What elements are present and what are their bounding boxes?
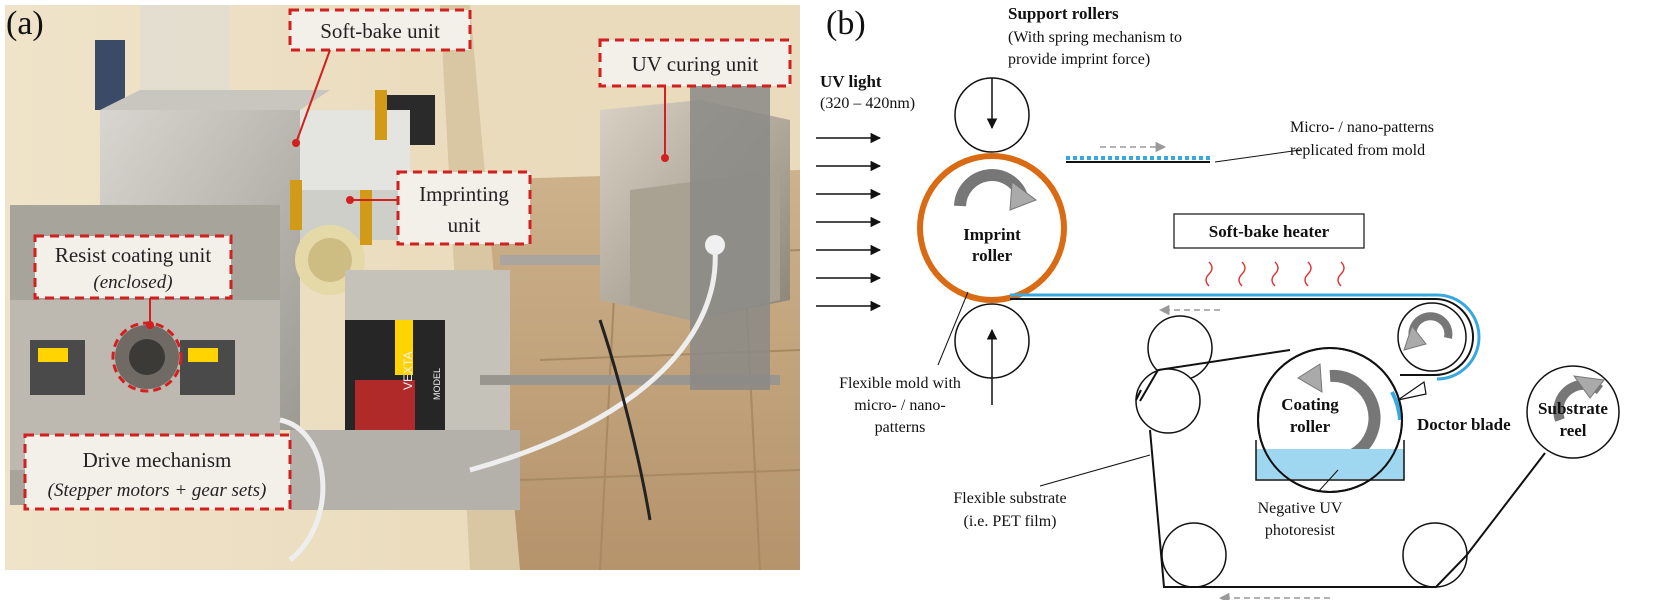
soft-bake-heater-label: Soft-bake heater <box>1209 222 1330 241</box>
coating-roller-label2: roller <box>1290 417 1331 436</box>
photoresist-tray <box>1256 449 1404 479</box>
callout-resist-coating-text: Resist coating unit <box>55 243 211 267</box>
patterns-line1: Micro- / nano-patterns <box>1290 119 1434 136</box>
mold-line1: Flexible mold with <box>839 375 961 392</box>
callout-soft-bake-text: Soft-bake unit <box>320 19 440 43</box>
heater-waves <box>1205 261 1345 287</box>
imprint-roller-label2: roller <box>972 246 1013 265</box>
flex-substrate-line1: Flexible substrate <box>953 490 1066 507</box>
uv-light-arrows <box>816 132 882 312</box>
flex-substrate-line2: (i.e. PET film) <box>963 513 1056 530</box>
support-rollers-line2: provide imprint force) <box>1008 51 1150 68</box>
panel-b: (b) Support rollers (With spring mechani… <box>816 4 1620 600</box>
panel-a: VEXTA MODEL (a) Soft-bake unit <box>5 5 800 570</box>
callout-drive-sub: (Stepper motors + gear sets) <box>48 480 267 501</box>
callout-drive: Drive mechanism (Stepper motors + gear s… <box>23 433 292 511</box>
mold-line3: patterns <box>875 419 926 436</box>
callout-uv-curing: UV curing unit <box>598 38 792 162</box>
imprint-roller <box>917 153 1067 303</box>
bottom-right-roller <box>1402 522 1468 588</box>
callout-uv-curing-text: UV curing unit <box>632 52 759 76</box>
substrate-reel-label2: reel <box>1559 421 1586 440</box>
apparatus-photo: VEXTA MODEL <box>5 5 800 570</box>
support-rollers-line1: (With spring mechanism to <box>1008 29 1182 46</box>
lower-left-roller <box>1135 368 1201 434</box>
callout-resist-coating-sub: (enclosed) <box>93 272 172 293</box>
soft-bake-heater <box>1173 213 1365 249</box>
imprint-roller-label1: Imprint <box>963 225 1021 244</box>
panel-a-label: (a) <box>6 5 44 42</box>
photoresist-line2: photoresist <box>1265 522 1336 539</box>
photoresist-line1: Negative UV <box>1258 500 1343 517</box>
doctor-blade <box>1397 380 1427 401</box>
callout-imprinting-line1: Imprinting <box>419 182 509 206</box>
mold-line2: micro- / nano- <box>854 397 946 414</box>
uv-light-range: (320 – 420nm) <box>820 95 915 112</box>
support-rollers-title: Support rollers <box>1008 4 1119 23</box>
doctor-blade-label: Doctor blade <box>1417 415 1511 434</box>
callout-resist-coating: Resist coating unit (enclosed) <box>33 234 233 393</box>
substrate-reel-label1: Substrate <box>1538 399 1608 418</box>
uv-light-title: UV light <box>820 72 882 91</box>
callout-imprinting-line2: unit <box>448 213 481 237</box>
callout-soft-bake: Soft-bake unit <box>288 8 472 147</box>
patterns-line2: replicated from mold <box>1290 142 1425 159</box>
panel-b-label: (b) <box>826 5 866 42</box>
motor-model-text: MODEL <box>432 368 442 400</box>
callout-imprinting: Imprinting unit <box>346 170 532 246</box>
motor-brand-text: VEXTA <box>401 352 415 390</box>
coating-roller-rotation-arrow <box>1329 369 1381 460</box>
bottom-left-roller <box>1161 522 1227 588</box>
coating-roller-label1: Coating <box>1281 395 1339 414</box>
callout-drive-text: Drive mechanism <box>83 448 232 472</box>
